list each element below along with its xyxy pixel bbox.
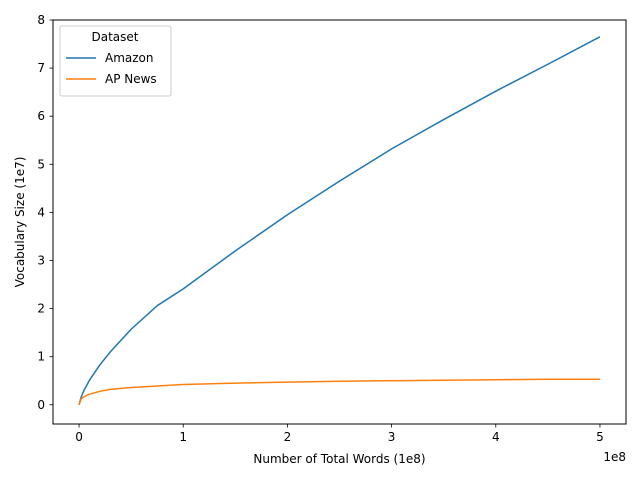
- y-tick-label: 4: [37, 205, 45, 219]
- y-axis-label: Vocabulary Size (1e7): [13, 157, 27, 288]
- y-tick-label: 7: [37, 61, 45, 75]
- x-tick-label: 5: [596, 430, 604, 444]
- y-axis: 0 1 2 3 4 5 6 7 8: [37, 13, 53, 412]
- x-tick-label: 0: [75, 430, 83, 444]
- y-tick-label: 6: [37, 109, 45, 123]
- series-layer: [78, 36, 601, 406]
- y-tick-label: 5: [37, 157, 45, 171]
- x-offset-text: 1e8: [603, 450, 626, 464]
- legend: Dataset Amazon AP News: [59, 25, 172, 97]
- x-tick-label: 1: [179, 430, 187, 444]
- x-axis-label: Number of Total Words (1e8): [253, 452, 425, 466]
- legend-label-amazon: Amazon: [105, 51, 154, 65]
- y-tick-label: 8: [37, 13, 45, 27]
- plot-frame: [52, 19, 627, 425]
- x-tick-label: 3: [388, 430, 396, 444]
- y-tick-label: 0: [37, 398, 45, 412]
- y-tick-label: 3: [37, 253, 45, 267]
- y-tick-label: 2: [37, 302, 45, 316]
- y-tick-label: 1: [37, 350, 45, 364]
- x-tick-label: 4: [492, 430, 500, 444]
- legend-label-ap-news: AP News: [105, 72, 157, 86]
- x-tick-label: 2: [284, 430, 292, 444]
- series-line-amazon: [78, 36, 601, 405]
- x-axis: 0 1 2 3 4 5: [75, 424, 604, 444]
- legend-title: Dataset: [92, 30, 139, 44]
- series-line-ap-news: [78, 378, 600, 406]
